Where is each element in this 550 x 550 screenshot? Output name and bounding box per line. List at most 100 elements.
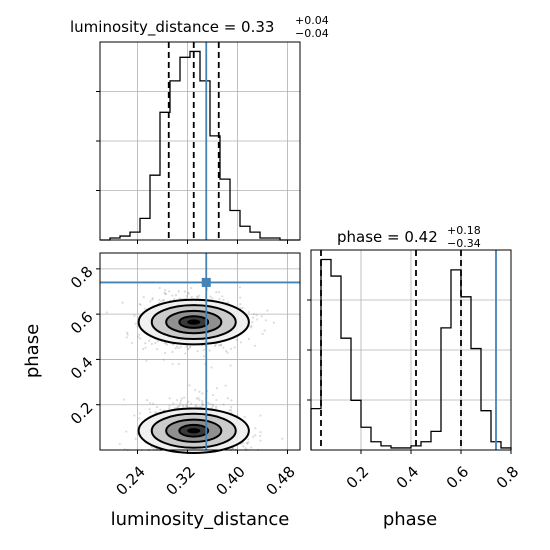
scatter-point — [174, 347, 177, 350]
scatter-point — [188, 346, 192, 349]
scatter-point — [186, 348, 189, 351]
scatter-point — [194, 388, 197, 392]
scatter-point — [158, 286, 161, 290]
scatter-point — [221, 295, 224, 298]
histogram-steps — [310, 258, 512, 450]
scatter-point — [202, 348, 205, 351]
scatter-point — [189, 402, 193, 405]
scatter-point — [139, 303, 142, 307]
scatter-point — [214, 407, 218, 410]
scatter-point — [201, 392, 204, 395]
scatter-point — [138, 412, 141, 415]
scatter-point — [134, 437, 137, 440]
scatter-point — [201, 403, 204, 407]
scatter-point — [137, 336, 140, 339]
scatter-point — [173, 297, 176, 301]
scatter-point — [182, 405, 185, 408]
scatter-point — [151, 297, 154, 300]
scatter-point — [190, 295, 193, 299]
scatter-point — [250, 325, 253, 328]
scatter-point — [196, 350, 199, 353]
density-contour — [187, 428, 201, 434]
scatter-point — [259, 414, 262, 417]
scatter-point — [178, 297, 182, 300]
scatter-point — [168, 290, 171, 293]
scatter-point — [202, 355, 205, 358]
scatter-point — [125, 336, 128, 339]
scatter-point — [162, 298, 165, 302]
scatter-point — [188, 384, 191, 387]
scatter-point — [222, 346, 225, 349]
scatter-point — [198, 390, 201, 393]
scatter-point — [230, 411, 233, 414]
scatter-point — [219, 343, 223, 346]
scatter-point — [263, 329, 266, 332]
scatter-point — [247, 441, 250, 444]
scatter-point — [121, 301, 124, 304]
scatter-point — [256, 318, 259, 321]
scatter-point — [250, 446, 253, 449]
scatter-point — [210, 366, 213, 369]
scatter-point — [219, 344, 223, 347]
scatter-point — [185, 405, 188, 408]
scatter-point — [134, 322, 137, 325]
scatter-point — [239, 341, 243, 344]
scatter-point — [142, 348, 145, 351]
scatter-point — [254, 427, 257, 430]
scatter-point — [235, 338, 238, 341]
scatter-point — [252, 312, 255, 316]
luminosity-distance-title-sup: +0.04 — [295, 14, 329, 27]
scatter-point — [252, 435, 255, 438]
scatter-point — [247, 337, 251, 340]
scatter-point — [163, 341, 167, 344]
scatter-point — [239, 296, 242, 299]
scatter-point — [243, 415, 246, 418]
scatter-point — [229, 364, 232, 367]
scatter-point — [215, 405, 218, 408]
scatter-point — [241, 442, 245, 445]
scatter-point — [198, 294, 201, 297]
scatter-point — [259, 439, 262, 442]
scatter-point — [222, 403, 225, 406]
scatter-point — [229, 405, 233, 409]
scatter-point — [130, 341, 133, 344]
scatter-point — [224, 349, 228, 353]
scatter-point — [138, 333, 141, 336]
scatter-point — [177, 346, 180, 350]
scatter-point — [184, 404, 188, 407]
scatter-point — [281, 437, 284, 440]
scatter-point — [246, 441, 249, 444]
scatter-point — [202, 404, 205, 407]
scatter-point — [250, 326, 253, 329]
scatter-point — [149, 411, 152, 414]
scatter-point — [231, 447, 234, 450]
scatter-point — [251, 316, 255, 319]
scatter-point — [138, 417, 141, 420]
scatter-point — [148, 402, 152, 405]
scatter-point — [264, 319, 267, 322]
scatter-point — [159, 408, 162, 411]
scatter-point — [155, 406, 159, 409]
scatter-point — [255, 314, 258, 317]
scatter-point — [180, 397, 183, 400]
scatter-point — [242, 445, 245, 448]
scatter-point — [175, 398, 179, 402]
scatter-point — [215, 291, 218, 294]
scatter-point — [207, 401, 210, 404]
scatter-point — [218, 344, 221, 347]
scatter-point — [148, 339, 151, 342]
scatter-point — [133, 314, 136, 317]
scatter-point — [196, 296, 199, 299]
scatter-point — [177, 363, 180, 366]
scatter-point — [210, 406, 213, 409]
scatter-point — [229, 408, 233, 411]
scatter-point — [183, 396, 186, 399]
scatter-point — [201, 403, 204, 406]
x-axis-label-luminosity-distance: luminosity_distance — [111, 509, 290, 530]
scatter-point — [164, 292, 167, 295]
scatter-point — [164, 289, 167, 292]
phase-title-sup: +0.18 — [447, 224, 481, 237]
scatter-point — [185, 294, 189, 298]
scatter-point — [195, 295, 199, 298]
scatter-point — [239, 303, 242, 306]
